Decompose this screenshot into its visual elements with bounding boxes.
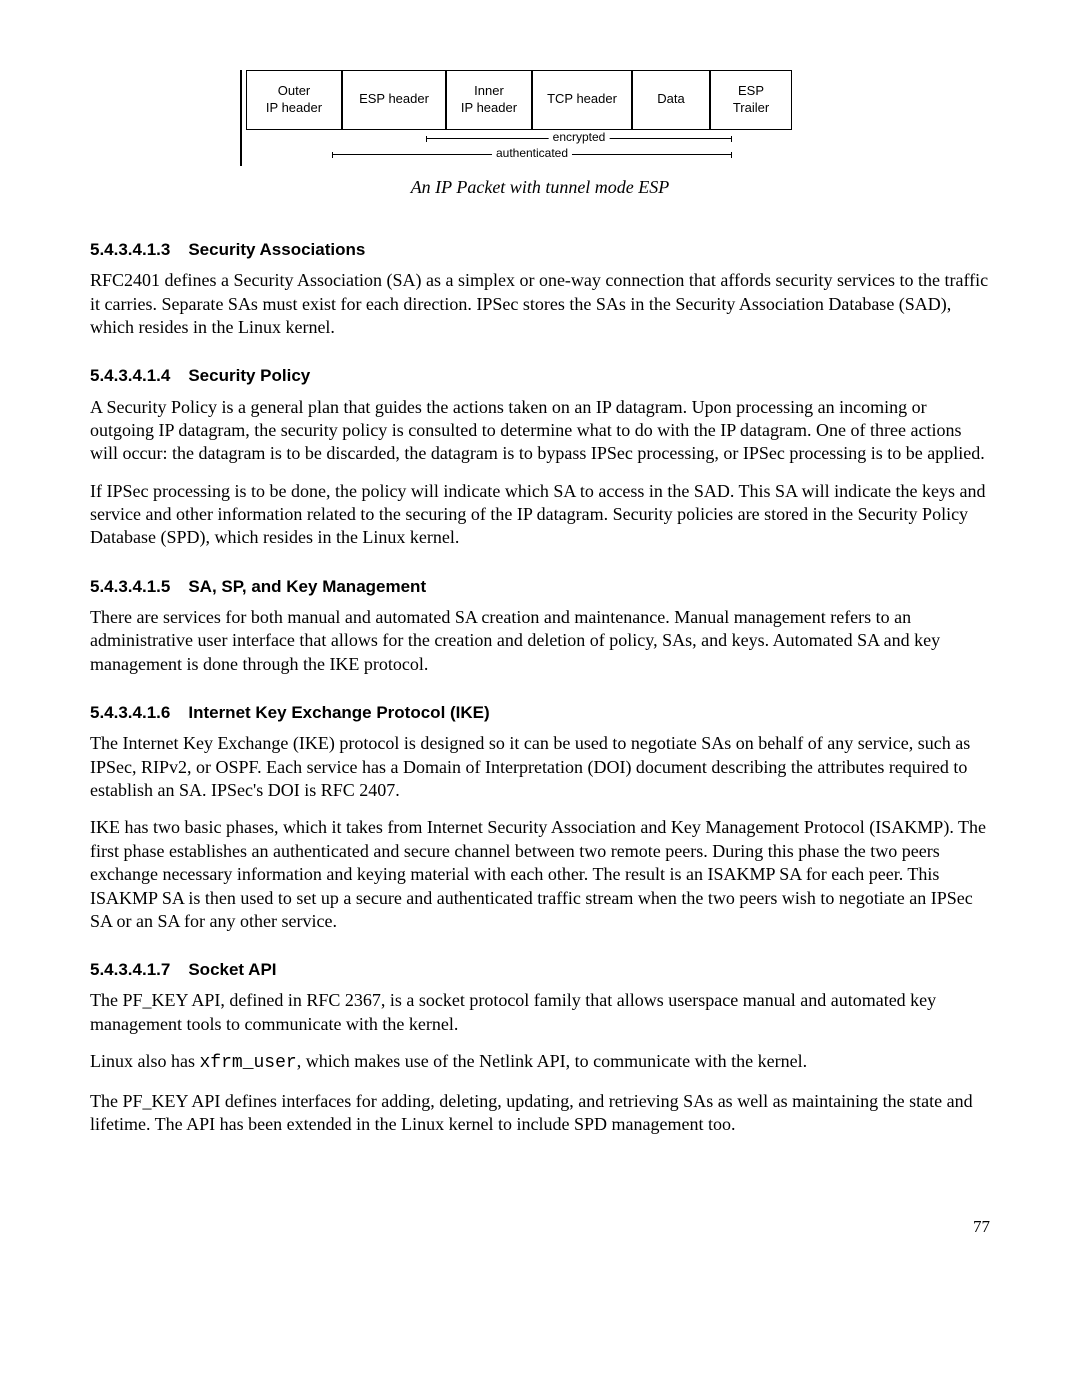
paragraph: The Internet Key Exchange (IKE) protocol… [90, 732, 990, 802]
heading-title: SA, SP, and Key Management [188, 577, 426, 596]
paragraph: The PF_KEY API, defined in RFC 2367, is … [90, 989, 990, 1036]
paragraph: There are services for both manual and a… [90, 606, 990, 676]
packet-cell: ESP header [342, 71, 446, 129]
packet-row: Outer IP headerESP headerInner IP header… [246, 70, 792, 130]
encrypted-label: encrypted [549, 130, 610, 146]
paragraph: The PF_KEY API defines interfaces for ad… [90, 1090, 990, 1137]
code-xfrm-user: xfrm_user [200, 1053, 297, 1073]
heading-number: 5.4.3.4.1.3 [90, 239, 170, 261]
packet-cell: Data [632, 71, 710, 129]
heading-number: 5.4.3.4.1.7 [90, 959, 170, 981]
packet-cell: ESP Trailer [710, 71, 792, 129]
packet-cell: TCP header [532, 71, 632, 129]
packet-cell: Inner IP header [446, 71, 532, 129]
esp-packet-diagram: Outer IP headerESP headerInner IP header… [240, 70, 990, 166]
bracket-area: encryptedauthenticated [246, 130, 732, 166]
heading-number: 5.4.3.4.1.6 [90, 702, 170, 724]
packet-cell: Outer IP header [246, 71, 342, 129]
heading-title: Socket API [188, 960, 276, 979]
diagram-caption: An IP Packet with tunnel mode ESP [90, 176, 990, 199]
paragraph: IKE has two basic phases, which it takes… [90, 816, 990, 933]
heading-ike: 5.4.3.4.1.6 Internet Key Exchange Protoco… [90, 702, 990, 724]
page-number: 77 [90, 1216, 990, 1238]
text: Linux also has [90, 1051, 200, 1071]
text: , which makes use of the Netlink API, to… [297, 1051, 807, 1071]
heading-security-associations: 5.4.3.4.1.3 Security Associations [90, 239, 990, 261]
paragraph: Linux also has xfrm_user, which makes us… [90, 1050, 990, 1075]
paragraph: RFC2401 defines a Security Association (… [90, 269, 990, 339]
heading-sa-sp-key: 5.4.3.4.1.5 SA, SP, and Key Management [90, 576, 990, 598]
paragraph: A Security Policy is a general plan that… [90, 396, 990, 466]
authenticated-label: authenticated [492, 146, 572, 162]
heading-title: Internet Key Exchange Protocol (IKE) [188, 703, 489, 722]
heading-number: 5.4.3.4.1.4 [90, 365, 170, 387]
heading-title: Security Policy [188, 366, 310, 385]
heading-number: 5.4.3.4.1.5 [90, 576, 170, 598]
paragraph: If IPSec processing is to be done, the p… [90, 480, 990, 550]
heading-socket-api: 5.4.3.4.1.7 Socket API [90, 959, 990, 981]
heading-security-policy: 5.4.3.4.1.4 Security Policy [90, 365, 990, 387]
heading-title: Security Associations [188, 240, 365, 259]
